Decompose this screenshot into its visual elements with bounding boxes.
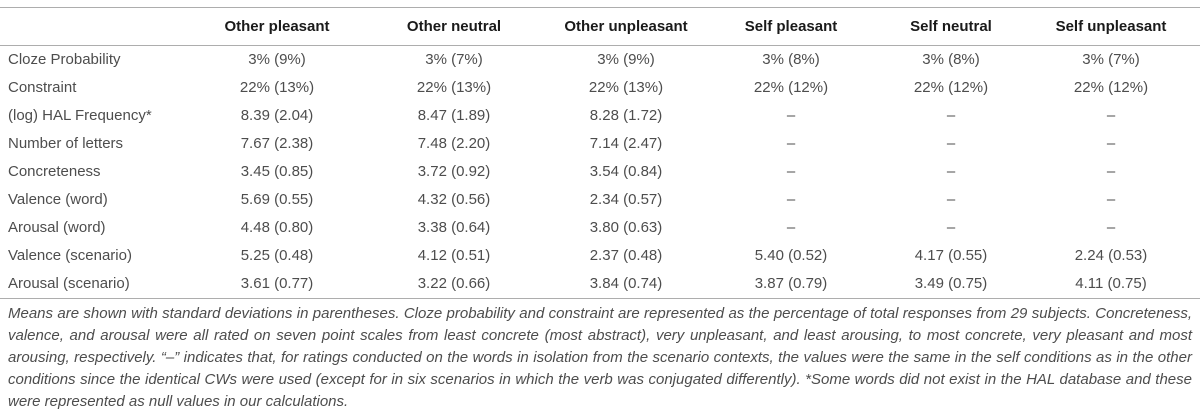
row-label: Constraint	[8, 78, 77, 96]
table-header-row: Other pleasant Other neutral Other unple…	[8, 8, 1192, 45]
cell: 3% (8%)	[762, 50, 820, 68]
row-label: Arousal (scenario)	[8, 274, 130, 292]
cell: 5.25 (0.48)	[240, 246, 314, 264]
cell: 3% (9%)	[597, 50, 655, 68]
cell: 3.49 (0.75)	[914, 274, 988, 292]
cell: 3% (8%)	[922, 50, 980, 68]
table-row: (log) HAL Frequency* 8.39 (2.04) 8.47 (1…	[8, 101, 1192, 129]
column-header-self-neutral: Self neutral	[910, 18, 992, 35]
cell: 22% (13%)	[416, 78, 492, 96]
cell: –	[786, 134, 796, 152]
cell: 22% (13%)	[588, 78, 664, 96]
table-row: Arousal (scenario) 3.61 (0.77) 3.22 (0.6…	[8, 269, 1192, 297]
table-header-rule	[0, 45, 1200, 46]
cell: 8.28 (1.72)	[589, 106, 663, 124]
column-header-other-neutral: Other neutral	[406, 18, 502, 35]
table-row: Arousal (word) 4.48 (0.80) 3.38 (0.64) 3…	[8, 213, 1192, 241]
cell: –	[786, 106, 796, 124]
row-label: Concreteness	[8, 162, 101, 180]
table-bottom-rule	[0, 298, 1200, 299]
cell: 7.48 (2.20)	[417, 134, 491, 152]
cell: 7.67 (2.38)	[240, 134, 314, 152]
cell: 3.61 (0.77)	[240, 274, 314, 292]
cell: 22% (12%)	[753, 78, 829, 96]
cell: –	[786, 190, 796, 208]
row-label: Arousal (word)	[8, 218, 106, 236]
column-header-other-pleasant: Other pleasant	[224, 18, 330, 35]
cell: 3.45 (0.85)	[240, 162, 314, 180]
cell: 8.39 (2.04)	[240, 106, 314, 124]
cell: –	[1106, 162, 1116, 180]
cell: –	[946, 134, 956, 152]
cell: 3.84 (0.74)	[589, 274, 663, 292]
cell: 4.48 (0.80)	[240, 218, 314, 236]
cell: 4.11 (0.75)	[1075, 274, 1147, 292]
cell: 3% (7%)	[425, 50, 483, 68]
cell: 4.17 (0.55)	[914, 246, 988, 264]
cell: 8.47 (1.89)	[417, 106, 491, 124]
row-label: (log) HAL Frequency*	[8, 106, 152, 124]
cell: –	[1106, 218, 1116, 236]
cell: –	[1106, 106, 1116, 124]
cell: 22% (12%)	[913, 78, 989, 96]
table-row: Number of letters 7.67 (2.38) 7.48 (2.20…	[8, 129, 1192, 157]
stimulus-statistics-table: Other pleasant Other neutral Other unple…	[8, 8, 1192, 297]
cell: –	[946, 218, 956, 236]
row-label: Number of letters	[8, 134, 124, 152]
column-header-self-pleasant: Self pleasant	[744, 18, 838, 35]
table-footnote: Means are shown with standard deviations…	[8, 305, 1192, 410]
cell: 3.54 (0.84)	[589, 162, 663, 180]
cell: 3.87 (0.79)	[754, 274, 828, 292]
cell: 4.12 (0.51)	[417, 246, 491, 264]
table-row: Concreteness 3.45 (0.85) 3.72 (0.92) 3.5…	[8, 157, 1192, 185]
cell: 3% (9%)	[248, 50, 306, 68]
cell: –	[946, 162, 956, 180]
cell: 3.38 (0.64)	[417, 218, 491, 236]
cell: –	[946, 106, 956, 124]
cell: 2.24 (0.53)	[1074, 246, 1148, 264]
table-top-rule	[0, 7, 1200, 8]
cell: –	[946, 190, 956, 208]
cell: 22% (12%)	[1073, 78, 1149, 96]
column-header-self-unpleasant: Self unpleasant	[1055, 18, 1167, 35]
table-row: Valence (scenario) 5.25 (0.48) 4.12 (0.5…	[8, 241, 1192, 269]
row-label: Valence (scenario)	[8, 246, 132, 264]
cell: 22% (13%)	[239, 78, 315, 96]
row-label: Cloze Probability	[8, 50, 121, 68]
row-label: Valence (word)	[8, 190, 108, 208]
cell: 2.37 (0.48)	[589, 246, 663, 264]
cell: 4.32 (0.56)	[417, 190, 491, 208]
cell: 3.80 (0.63)	[589, 218, 663, 236]
cell: –	[1106, 134, 1116, 152]
cell: 5.69 (0.55)	[240, 190, 314, 208]
cell: –	[1106, 190, 1116, 208]
cell: 7.14 (2.47)	[589, 134, 663, 152]
cell: 3% (7%)	[1082, 50, 1140, 68]
column-header-other-unpleasant: Other unpleasant	[564, 18, 688, 35]
table-row: Cloze Probability 3% (9%) 3% (7%) 3% (9%…	[8, 45, 1192, 73]
cell: 5.40 (0.52)	[754, 246, 828, 264]
cell: –	[786, 218, 796, 236]
cell: 3.72 (0.92)	[417, 162, 491, 180]
table-row: Valence (word) 5.69 (0.55) 4.32 (0.56) 2…	[8, 185, 1192, 213]
cell: 2.34 (0.57)	[589, 190, 663, 208]
table-row: Constraint 22% (13%) 22% (13%) 22% (13%)…	[8, 73, 1192, 101]
cell: 3.22 (0.66)	[417, 274, 491, 292]
cell: –	[786, 162, 796, 180]
corner-cell	[8, 8, 188, 45]
